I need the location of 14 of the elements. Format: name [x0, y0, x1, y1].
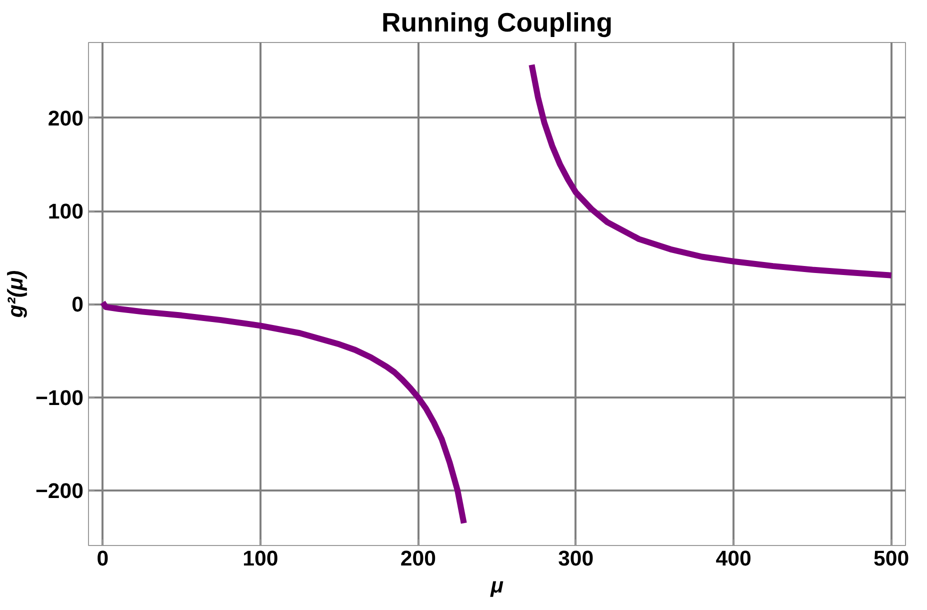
x-tick-label: 100 — [242, 546, 278, 570]
x-tick-label: 0 — [96, 546, 109, 570]
chart-title: Running Coupling — [382, 8, 612, 38]
x-tick-label: 500 — [874, 546, 910, 570]
y-axis-title: g²(μ) — [3, 270, 28, 319]
y-tick-label: −100 — [35, 386, 84, 410]
y-tick-label: 100 — [48, 200, 84, 224]
y-tick-label: 200 — [48, 106, 84, 130]
y-tick-label: 0 — [72, 292, 84, 317]
x-tick-label: 200 — [400, 546, 436, 570]
x-axis-title: μ — [490, 574, 504, 598]
x-tick-label: 300 — [558, 546, 594, 570]
y-tick-label: −200 — [35, 479, 84, 504]
x-tick-label: 400 — [716, 546, 752, 570]
